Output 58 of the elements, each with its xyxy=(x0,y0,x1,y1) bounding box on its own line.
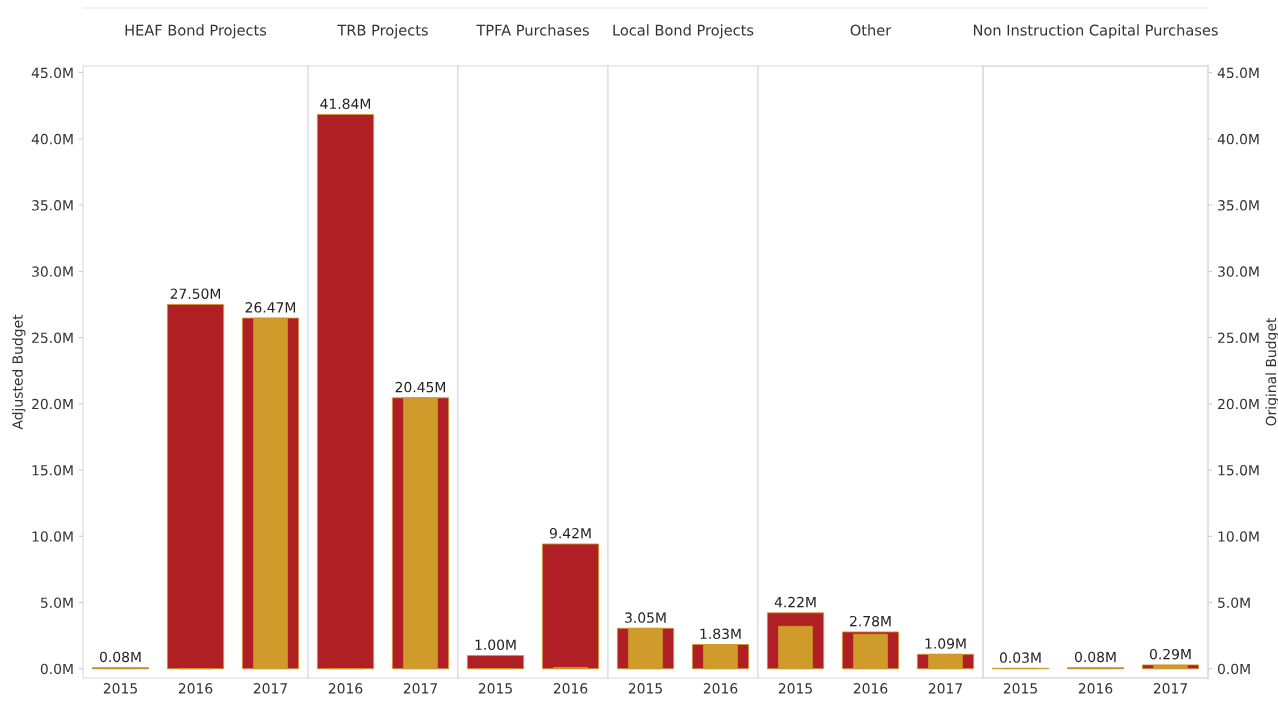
data-label: 9.42M xyxy=(549,527,591,539)
chart-title: TPFA Purchases xyxy=(476,24,589,36)
data-label: 26.47M xyxy=(245,302,296,313)
y-tick-label: 10.0M xyxy=(32,531,73,542)
data-label: 1.09M xyxy=(925,638,966,649)
y2-tick-label: 25.0M xyxy=(1218,332,1259,344)
chart-title: Local Bond Projects xyxy=(613,24,754,39)
chart-title: TRB Projects xyxy=(337,24,428,39)
y2-tick-label: 40.0M xyxy=(1217,133,1259,145)
x-tick-label: 2017 xyxy=(928,683,962,694)
chart-title: HEAF Bond Projects xyxy=(125,24,267,39)
data-label: 41.84M xyxy=(320,98,371,110)
y-tick-label: 0.0M xyxy=(40,663,73,675)
y2-tick-label: 5.0M xyxy=(1218,597,1250,608)
x-tick-label: 2016 xyxy=(1078,683,1113,694)
data-label: 0.03M xyxy=(999,652,1041,663)
y-tick-label: 20.0M xyxy=(32,398,73,410)
data-label: 0.08M xyxy=(99,651,141,663)
y-tick-label: 25.0M xyxy=(32,332,73,344)
x-tick-label: 2017 xyxy=(253,683,287,694)
y-tick-label: 35.0M xyxy=(32,200,73,211)
x-tick-label: 2016 xyxy=(328,683,363,694)
y2-tick-label: 30.0M xyxy=(1218,266,1259,277)
x-tick-label: 2015 xyxy=(628,683,662,694)
y2-tick-label: 35.0M xyxy=(1218,200,1259,211)
data-label: 4.22M xyxy=(774,596,816,608)
y-tick-label: 40.0M xyxy=(31,133,73,145)
data-label: 20.45M xyxy=(395,381,446,393)
data-label: 27.50M xyxy=(170,288,221,299)
x-tick-label: 2015 xyxy=(778,683,812,694)
x-tick-label: 2017 xyxy=(1153,683,1187,694)
y2-tick-label: 10.0M xyxy=(1218,531,1259,542)
y-axis-title: Adjusted Budget xyxy=(12,314,26,430)
y2-tick-label: 15.0M xyxy=(1218,464,1259,476)
x-tick-label: 2015 xyxy=(1003,683,1037,694)
data-label: 3.05M xyxy=(625,612,666,623)
x-tick-label: 2016 xyxy=(703,683,738,694)
data-label: 0.29M xyxy=(1149,648,1191,660)
y2-axis-title: Original Budget xyxy=(1265,317,1278,426)
x-tick-label: 2017 xyxy=(403,683,437,694)
y2-tick-label: 0.0M xyxy=(1217,663,1250,675)
y-tick-label: 30.0M xyxy=(32,266,73,277)
data-label: 2.78M xyxy=(850,615,891,627)
data-label: 0.08M xyxy=(1074,651,1116,663)
y-tick-label: 45.0M xyxy=(31,67,73,79)
y2-tick-label: 45.0M xyxy=(1217,67,1259,79)
data-label: 1.00M xyxy=(475,639,516,651)
y-tick-label: 15.0M xyxy=(32,464,73,476)
y2-tick-label: 20.0M xyxy=(1218,398,1259,410)
x-tick-label: 2015 xyxy=(478,683,512,694)
x-tick-label: 2015 xyxy=(103,683,137,694)
data-label: 1.83M xyxy=(700,628,741,640)
chart-title: Non Instruction Capital Purchases xyxy=(973,24,1218,39)
y-tick-label: 5.0M xyxy=(40,597,73,608)
x-tick-label: 2016 xyxy=(178,683,213,694)
x-tick-label: 2016 xyxy=(853,683,888,694)
x-tick-label: 2016 xyxy=(553,683,588,694)
chart-title: Other xyxy=(850,24,892,36)
